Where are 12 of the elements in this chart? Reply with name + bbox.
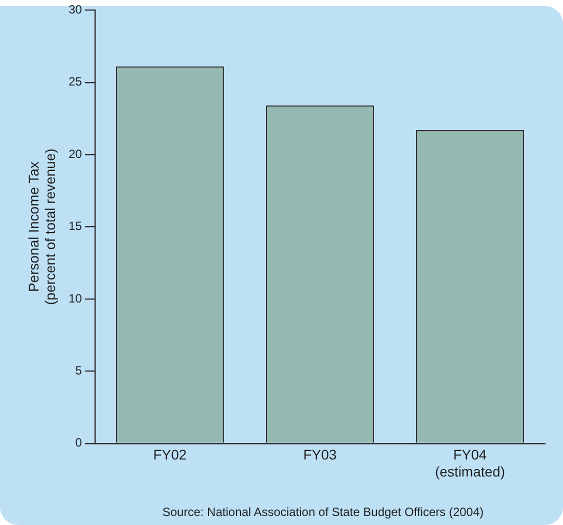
y-tick-label: 20 xyxy=(68,146,82,161)
x-tick-label: FY04 (estimated) xyxy=(434,446,506,480)
source-note: Source: National Association of State Budget Officers (2004) xyxy=(162,505,484,519)
y-tick-label: 0 xyxy=(75,436,82,450)
y-tick-label: 25 xyxy=(68,74,82,89)
x-tick-label: FY03 xyxy=(303,446,337,463)
x-tick-label: FY02 xyxy=(153,446,187,463)
y-axis-title: Personal Income Tax (percent of total revenue) xyxy=(25,148,58,306)
y-tick-label: 30 xyxy=(68,2,82,17)
y-tick-label: 10 xyxy=(68,291,82,306)
y-tick-label: 15 xyxy=(68,219,82,234)
y-tick-label: 5 xyxy=(75,364,82,378)
